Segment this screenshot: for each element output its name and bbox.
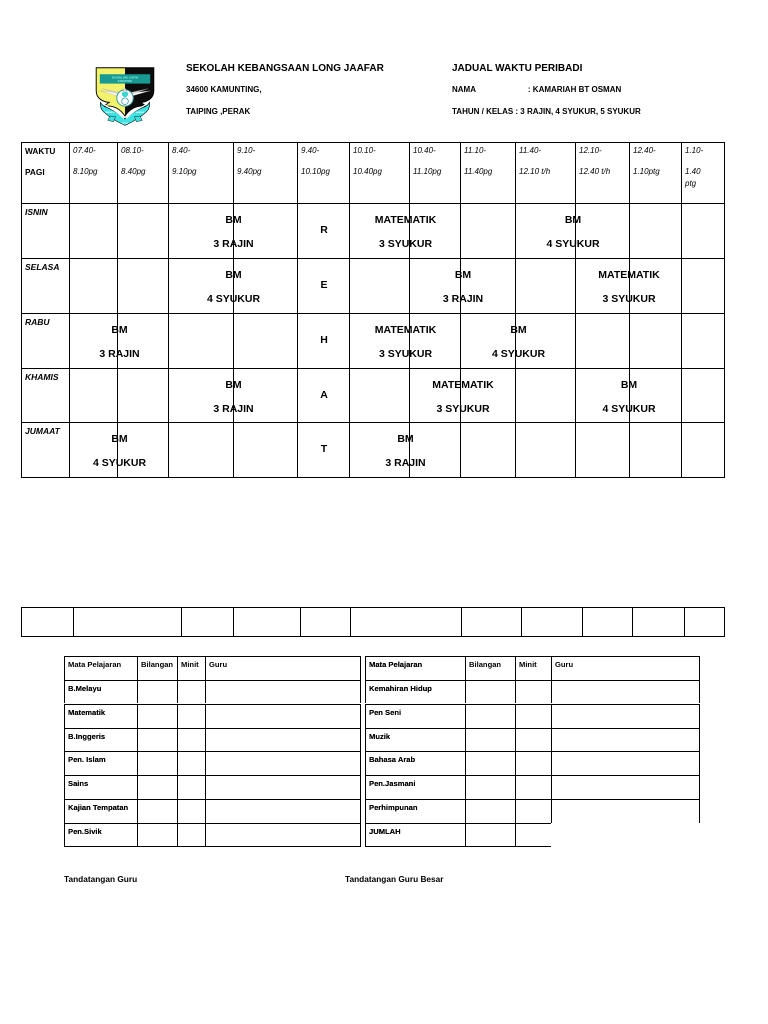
svg-text:KAMUNTING: KAMUNTING (118, 80, 133, 83)
svg-text:AMANAH: AMANAH (136, 111, 145, 114)
svg-text:SK.KEB.LONG JAAFAR: SK.KEB.LONG JAAFAR (112, 77, 139, 80)
svg-text:SETIA: SETIA (122, 122, 128, 125)
svg-text:BERSATU: BERSATU (105, 111, 115, 114)
